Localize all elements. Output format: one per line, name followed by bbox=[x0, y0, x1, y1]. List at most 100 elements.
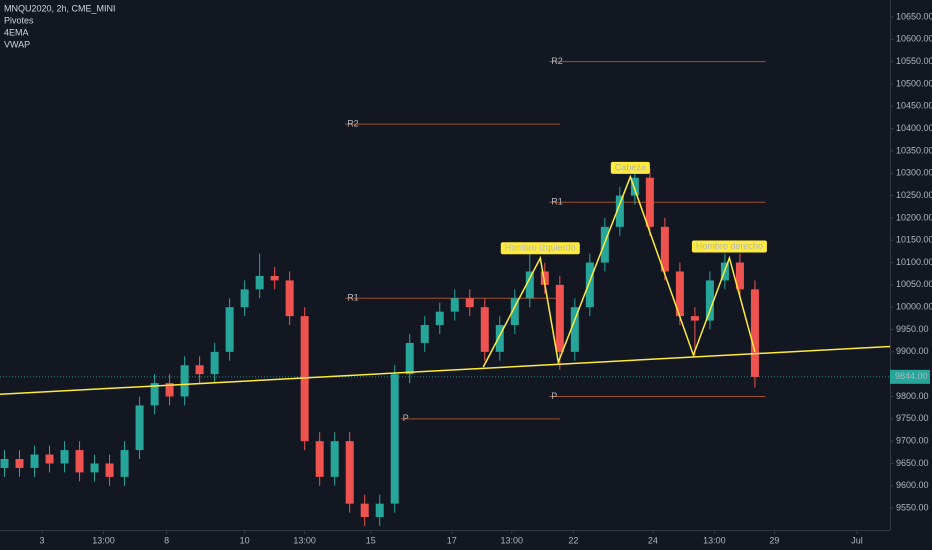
candle-body bbox=[390, 374, 399, 504]
y-tick-label: 10250.00 bbox=[896, 190, 932, 200]
x-tick-label: Jul bbox=[851, 535, 863, 545]
candle-body bbox=[0, 459, 9, 468]
candle-body bbox=[285, 280, 294, 317]
x-tick-label: 13:00 bbox=[703, 535, 726, 545]
neckline bbox=[0, 345, 891, 396]
candle-body bbox=[60, 450, 69, 464]
x-tick-label: 24 bbox=[648, 535, 658, 545]
y-tick-label: 10400.00 bbox=[896, 123, 932, 133]
candle-body bbox=[675, 271, 684, 317]
candle-body bbox=[315, 441, 324, 477]
candle-body bbox=[705, 280, 714, 321]
candle-body bbox=[45, 454, 54, 464]
candle-body bbox=[360, 503, 369, 518]
y-tick-label: 9750.00 bbox=[896, 413, 929, 423]
y-tick-label: 10600.00 bbox=[896, 34, 932, 44]
candle-body bbox=[375, 503, 384, 518]
y-tick-label: 10500.00 bbox=[896, 78, 932, 88]
annotation-box bbox=[691, 240, 767, 253]
pivot-label: P bbox=[551, 391, 557, 401]
y-tick-label: 10100.00 bbox=[896, 257, 932, 267]
legend: MNQU2020, 2h, CME_MINI Pivotes 4EMA VWAP bbox=[4, 3, 116, 49]
candle-body bbox=[405, 342, 414, 375]
y-tick-label: 10550.00 bbox=[896, 56, 932, 66]
x-tick-label: 13:00 bbox=[293, 535, 316, 545]
annotation-box bbox=[500, 242, 580, 255]
candle-body bbox=[525, 271, 534, 299]
candle-body bbox=[435, 311, 444, 326]
x-tick-label: 10 bbox=[240, 535, 250, 545]
candle-body bbox=[90, 463, 99, 473]
candle-body bbox=[105, 463, 114, 477]
candle-body bbox=[210, 351, 219, 375]
candle-body bbox=[465, 298, 474, 308]
y-tick-label: 10350.00 bbox=[896, 145, 932, 155]
candle-body bbox=[690, 316, 699, 321]
y-tick-label: 9550.00 bbox=[896, 502, 929, 512]
y-tick-label: 9600.00 bbox=[896, 480, 929, 490]
candle-body bbox=[570, 307, 579, 352]
indicator: Pivotes bbox=[4, 15, 34, 25]
candle-body bbox=[645, 177, 654, 227]
candle-body bbox=[255, 275, 264, 290]
pivot-label: P bbox=[403, 413, 409, 423]
x-tick-label: 15 bbox=[366, 535, 376, 545]
y-tick-label: 10150.00 bbox=[896, 235, 932, 245]
x-tick-label: 8 bbox=[164, 535, 169, 545]
candle-body bbox=[495, 325, 504, 352]
candle-body bbox=[735, 262, 744, 290]
last-price-label: 9844.00 bbox=[895, 371, 928, 381]
y-tick-label: 9950.00 bbox=[896, 324, 929, 334]
y-tick-label: 10450.00 bbox=[896, 101, 932, 111]
candle-body bbox=[240, 289, 249, 308]
candle-body bbox=[120, 450, 129, 477]
candle-body bbox=[135, 405, 144, 451]
candle-body bbox=[30, 454, 39, 468]
candle-body bbox=[630, 177, 639, 196]
y-tick-label: 10650.00 bbox=[896, 11, 932, 21]
y-tick-label: 10200.00 bbox=[896, 212, 932, 222]
x-tick-label: 13:00 bbox=[92, 535, 115, 545]
y-tick-label: 10050.00 bbox=[896, 279, 932, 289]
candle-body bbox=[330, 441, 339, 477]
pivot-label: R1 bbox=[551, 197, 563, 207]
candle-body bbox=[195, 365, 204, 375]
symbol-title: MNQU2020, 2h, CME_MINI bbox=[4, 3, 116, 13]
x-tick-label: 22 bbox=[568, 535, 578, 545]
candle-body bbox=[180, 365, 189, 397]
candle-body bbox=[600, 226, 609, 263]
pattern-line bbox=[482, 174, 756, 368]
pivot-label: R1 bbox=[347, 293, 359, 303]
candle-body bbox=[450, 298, 459, 312]
y-tick-label: 10000.00 bbox=[896, 302, 932, 312]
candle-body bbox=[660, 226, 669, 272]
y-tick-label: 10300.00 bbox=[896, 168, 932, 178]
y-tick-label: 9700.00 bbox=[896, 436, 929, 446]
x-tick-label: 17 bbox=[447, 535, 457, 545]
annotation-label: Hombro derecho bbox=[696, 241, 763, 251]
indicator: VWAP bbox=[4, 39, 30, 49]
candle-body bbox=[510, 298, 519, 326]
candle-body bbox=[270, 275, 279, 281]
candle-body bbox=[585, 262, 594, 308]
last-price-badge bbox=[890, 369, 930, 384]
candle-body bbox=[750, 289, 759, 377]
candle-body bbox=[420, 325, 429, 343]
annotation-label: Cabeza bbox=[615, 162, 646, 172]
candle-body bbox=[555, 284, 564, 352]
candle-body bbox=[225, 307, 234, 352]
annotation-label: Hombro izquierdo bbox=[505, 243, 576, 253]
candle-body bbox=[15, 459, 24, 468]
candle-body bbox=[345, 441, 354, 504]
candle-body bbox=[150, 383, 159, 406]
y-tick-label: 9900.00 bbox=[896, 346, 929, 356]
candle-body bbox=[480, 307, 489, 352]
candle-body bbox=[615, 195, 624, 227]
candle-body bbox=[540, 271, 549, 285]
candle-body bbox=[165, 383, 174, 397]
y-tick-label: 9800.00 bbox=[896, 391, 929, 401]
x-tick-label: 13:00 bbox=[501, 535, 524, 545]
candle-body bbox=[75, 450, 84, 473]
